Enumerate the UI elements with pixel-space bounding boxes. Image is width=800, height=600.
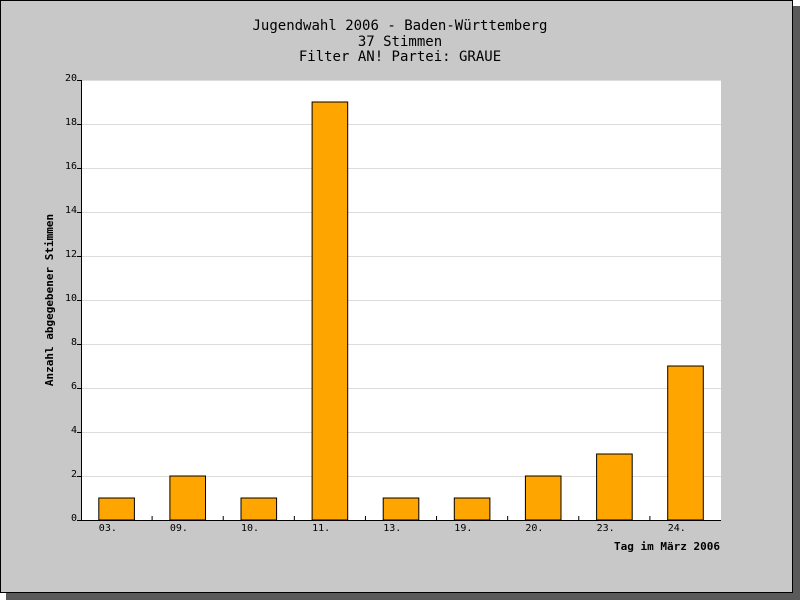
y-axis-label: Anzahl abgegebener Stimmen bbox=[43, 214, 56, 386]
y-tick-label: 20 bbox=[65, 73, 77, 84]
chart-title: Jugendwahl 2006 - Baden-Württemberg bbox=[252, 18, 548, 34]
bar-19 bbox=[453, 497, 491, 521]
x-tick-label: 24. bbox=[668, 523, 686, 534]
x-tick-label: 19. bbox=[454, 523, 472, 534]
x-tick-label: 13. bbox=[383, 523, 401, 534]
chart-subtitle-votes: 37 Stimmen bbox=[357, 34, 443, 50]
y-tick-label: 0 bbox=[71, 513, 77, 524]
x-tick-label: 11. bbox=[312, 523, 330, 534]
frame-shadow-right bbox=[793, 6, 800, 600]
bar-20 bbox=[524, 475, 562, 521]
bars bbox=[98, 101, 704, 521]
bar-11 bbox=[311, 101, 349, 521]
x-tick-label: 23. bbox=[597, 523, 615, 534]
x-tick-label: 20. bbox=[525, 523, 543, 534]
y-tick-label: 16 bbox=[65, 161, 77, 172]
bar-13 bbox=[382, 497, 420, 521]
y-tick-label: 6 bbox=[71, 381, 77, 392]
bar-10 bbox=[240, 497, 278, 521]
bar-23 bbox=[596, 453, 633, 521]
bar-24 bbox=[667, 365, 704, 521]
chart-subtitle-filter: Filter AN! Partei: GRAUE bbox=[298, 49, 502, 65]
y-tick-label: 4 bbox=[71, 425, 77, 436]
x-tick-label: 09. bbox=[170, 523, 188, 534]
y-tick-label: 10 bbox=[65, 293, 77, 304]
tick-labels: 0 2 4 6 8 10 12 14 16 18 20 03. 09. 10. 11. 13. 19. 20. 23… bbox=[65, 73, 686, 534]
frame-shadow-bottom bbox=[6, 593, 800, 600]
y-tick-label: 12 bbox=[65, 249, 77, 260]
x-tick-label: 10. bbox=[241, 523, 259, 534]
x-axis-label: Tag im März 2006 bbox=[614, 540, 720, 553]
y-tick-label: 18 bbox=[65, 117, 77, 128]
x-tick-label: 03. bbox=[99, 523, 117, 534]
bar-09 bbox=[169, 475, 206, 521]
axes bbox=[77, 80, 721, 521]
bar-03 bbox=[98, 497, 135, 521]
y-tick-label: 14 bbox=[65, 205, 77, 216]
y-tick-label: 8 bbox=[71, 337, 77, 348]
y-tick-label: 2 bbox=[71, 469, 77, 480]
